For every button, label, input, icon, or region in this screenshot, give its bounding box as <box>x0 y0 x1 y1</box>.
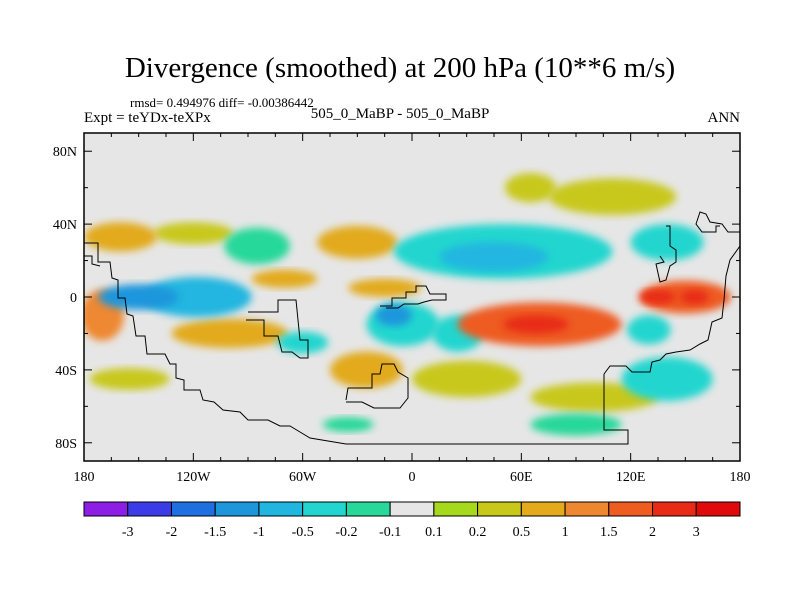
field-feature <box>251 269 318 288</box>
colorbar-swatch <box>695 501 741 517</box>
coastline-americas <box>84 242 629 445</box>
colorbar-label: 0.1 <box>425 525 443 540</box>
field-feature <box>153 222 234 245</box>
x-tick-label: 180 <box>74 470 95 485</box>
y-tick-label: 80N <box>53 145 77 160</box>
case-label: 505_0_MaBP - 505_0_MaBP <box>310 106 490 122</box>
field-feature <box>277 331 329 354</box>
coastline-east-asia <box>655 225 677 283</box>
coastline-central-america <box>246 299 309 359</box>
field-feature <box>412 360 522 398</box>
colorbar-label: 3 <box>693 525 700 540</box>
coastline-asia-australia <box>603 211 740 375</box>
field-feature <box>98 284 179 310</box>
coastline-south-america-east <box>345 363 409 409</box>
x-tick-label: 120W <box>176 470 211 485</box>
field-feature <box>530 382 658 412</box>
field-feature <box>548 178 677 215</box>
y-axis: 80N 40N 0 40S 80S <box>53 145 740 452</box>
colorbar-label: -1.5 <box>204 525 226 540</box>
colorbar-swatch <box>433 501 479 517</box>
field-feature <box>639 289 677 305</box>
colorbar-label: -1 <box>253 525 265 540</box>
y-tick-label: 0 <box>70 291 77 306</box>
coastline-africa <box>380 285 447 309</box>
field-feature <box>142 276 252 318</box>
coastlines <box>84 211 740 445</box>
colorbar-swatch <box>520 501 566 517</box>
colorbar-label: -3 <box>122 525 134 540</box>
field-feature <box>89 368 170 390</box>
field-feature <box>317 225 398 259</box>
colorbar-swatch <box>389 501 435 517</box>
field-feature <box>630 224 704 261</box>
field-feature <box>330 351 403 389</box>
colorbar-swatch <box>83 501 129 517</box>
colorbar-swatch <box>564 501 610 517</box>
colorbar-swatch <box>477 501 522 517</box>
season-label: ANN <box>707 110 741 126</box>
colorbar-label: 2 <box>649 525 656 540</box>
colorbar-swatch <box>214 501 260 517</box>
chart-title: Divergence (smoothed) at 200 hPa (10**6 … <box>124 52 676 84</box>
colorbar-swatch <box>258 501 304 517</box>
field-feature <box>322 417 374 432</box>
field-feature <box>439 242 549 272</box>
field-feature <box>348 278 422 297</box>
colorbar-label: -2 <box>166 525 178 540</box>
field-contours <box>84 173 731 436</box>
colorbar-label: -0.1 <box>379 525 401 540</box>
x-tick-label: 60W <box>289 470 317 485</box>
colorbar-label: 1 <box>562 525 569 540</box>
colorbar-swatch <box>345 501 391 517</box>
coastline-north-america-west <box>84 255 101 267</box>
field-feature <box>504 173 556 203</box>
experiment-label: Expt = teYDx-teXPx <box>84 110 211 126</box>
y-tick-label: 40S <box>55 364 77 379</box>
field-feature <box>503 315 569 334</box>
x-tick-label: 120E <box>616 470 646 485</box>
colorbar-swatch <box>127 501 172 517</box>
colorbar-label: -0.5 <box>292 525 314 540</box>
field-feature <box>627 315 671 345</box>
colorbar-label: 1.5 <box>600 525 618 540</box>
stats-line: rmsd= 0.494976 diff= -0.00386442 <box>130 95 314 110</box>
colorbar-swatch <box>170 501 216 517</box>
colorbar: -3 -2 -1.5 -1 -0.5 -0.2 -0.1 0.1 0.2 0.5 1 1.5 2 3 <box>83 501 741 540</box>
y-tick-label: 80S <box>55 437 77 452</box>
colorbar-swatch <box>302 501 347 517</box>
y-tick-label: 40N <box>53 218 77 233</box>
x-tick-label: 180 <box>730 470 751 485</box>
colorbar-label: 0.5 <box>513 525 531 540</box>
field-feature <box>224 227 290 265</box>
x-tick-label: 0 <box>409 470 416 485</box>
x-axis: 180 120W 60W 0 60E 120E 180 <box>74 133 751 485</box>
field-feature <box>171 318 289 349</box>
field-feature <box>679 289 710 305</box>
colorbar-label: -0.2 <box>335 525 357 540</box>
field-feature <box>84 222 157 252</box>
colorbar-swatch <box>652 501 697 517</box>
field-feature <box>530 413 622 436</box>
colorbar-label: 0.2 <box>469 525 487 540</box>
x-tick-label: 60E <box>510 470 533 485</box>
colorbar-swatch <box>608 501 654 517</box>
field-feature <box>375 304 412 327</box>
field-feature <box>621 357 713 401</box>
